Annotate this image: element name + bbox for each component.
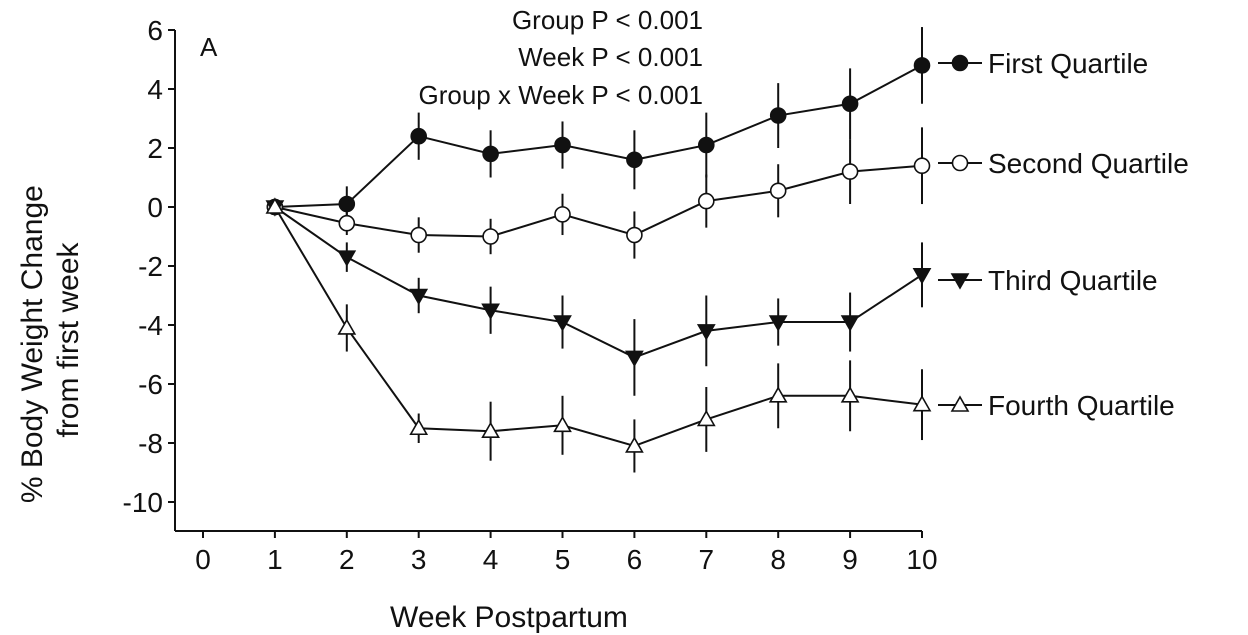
series-line — [274, 164, 923, 238]
x-tick-label: 9 — [842, 544, 858, 575]
data-point — [841, 163, 859, 180]
y-tick-label: -6 — [138, 369, 163, 400]
x-tick-label: 10 — [906, 544, 937, 575]
legend-entry-3: Third Quartile — [938, 265, 1158, 296]
legend-marker — [950, 395, 970, 412]
data-point — [841, 95, 859, 113]
data-point — [409, 288, 429, 306]
data-point — [696, 324, 716, 341]
x-tick-label: 2 — [339, 544, 355, 575]
data-point — [697, 136, 715, 154]
legend-entry-1: First Quartile — [938, 48, 1148, 79]
y-tick-label: -4 — [138, 310, 163, 341]
series-line — [274, 206, 923, 359]
y-tick-label: -2 — [138, 251, 163, 282]
data-point — [626, 226, 643, 244]
legend-marker — [951, 154, 969, 172]
series-line — [274, 64, 923, 208]
y-axis-title-line-1: % Body Weight Change — [16, 185, 49, 503]
data-point — [410, 127, 428, 145]
data-point — [840, 386, 860, 403]
data-point — [410, 226, 428, 244]
series-3 — [265, 200, 932, 396]
legend-entry-2: Second Quartile — [938, 148, 1189, 179]
y-tick-label: 0 — [147, 192, 163, 223]
data-point — [697, 192, 715, 210]
y-tick-label: 4 — [147, 74, 163, 105]
legend-label: Fourth Quartile — [988, 390, 1175, 421]
data-point — [338, 195, 356, 213]
data-point — [481, 303, 500, 320]
data-point — [768, 386, 788, 403]
data-point — [840, 315, 860, 332]
data-point — [626, 151, 643, 169]
y-tick-label: 6 — [147, 15, 163, 46]
legend-marker — [950, 273, 970, 290]
x-tick-label: 4 — [483, 544, 499, 575]
legend-entry-4: Fourth Quartile — [938, 390, 1175, 421]
data-point — [625, 350, 644, 368]
data-point — [696, 409, 716, 427]
legend-label: Second Quartile — [988, 148, 1189, 179]
data-point — [769, 182, 787, 200]
data-point — [768, 315, 788, 332]
x-tick-label: 6 — [627, 544, 643, 575]
data-point — [338, 214, 356, 232]
series-4 — [265, 197, 932, 473]
data-point — [554, 206, 571, 223]
data-point — [481, 421, 500, 439]
data-point — [265, 197, 285, 214]
x-tick-label: 0 — [195, 544, 211, 575]
data-point — [769, 107, 787, 124]
data-point — [337, 318, 357, 335]
data-point — [482, 228, 499, 245]
panel-label: A — [200, 32, 218, 62]
x-tick-label: 3 — [411, 544, 427, 575]
data-point — [337, 250, 357, 267]
legend: First Quartile Second Quartile Third Quart… — [938, 48, 1189, 421]
data-point — [913, 157, 931, 174]
data-point — [482, 145, 499, 163]
y-tick-label: 2 — [147, 133, 163, 164]
series-layer — [265, 27, 932, 473]
data-point — [409, 418, 429, 436]
y-tick-label: -8 — [138, 428, 163, 459]
y-tick-label: -10 — [123, 487, 163, 518]
x-axis-title: Week Postpartum — [390, 601, 628, 634]
x-tick-label: 5 — [555, 544, 571, 575]
data-point — [553, 315, 572, 332]
data-point — [912, 268, 932, 285]
data-point — [913, 57, 931, 74]
data-point — [553, 415, 572, 433]
x-tick-label: 8 — [770, 544, 786, 575]
legend-marker — [951, 54, 969, 72]
data-point — [554, 136, 571, 154]
y-axis-title: % Body Weight Change from first week — [16, 177, 85, 503]
data-point — [625, 436, 644, 453]
annotation-group-p: Group P < 0.001 — [512, 5, 703, 35]
data-point — [912, 395, 932, 412]
x-tick-label: 1 — [267, 544, 283, 575]
y-axis-title-line-2: from first week — [52, 241, 85, 437]
legend-label: Third Quartile — [988, 265, 1158, 296]
legend-label: First Quartile — [988, 48, 1148, 79]
series-2 — [266, 127, 931, 259]
series-line — [274, 206, 923, 448]
annotation-interaction-p: Group x Week P < 0.001 — [419, 80, 704, 110]
annotation-week-p: Week P < 0.001 — [518, 42, 703, 72]
x-tick-label: 7 — [699, 544, 715, 575]
axes: -10 -8 -6 -4 -2 0 2 4 6 0 1 2 3 4 5 6 7 8 9 10 — [123, 15, 938, 575]
